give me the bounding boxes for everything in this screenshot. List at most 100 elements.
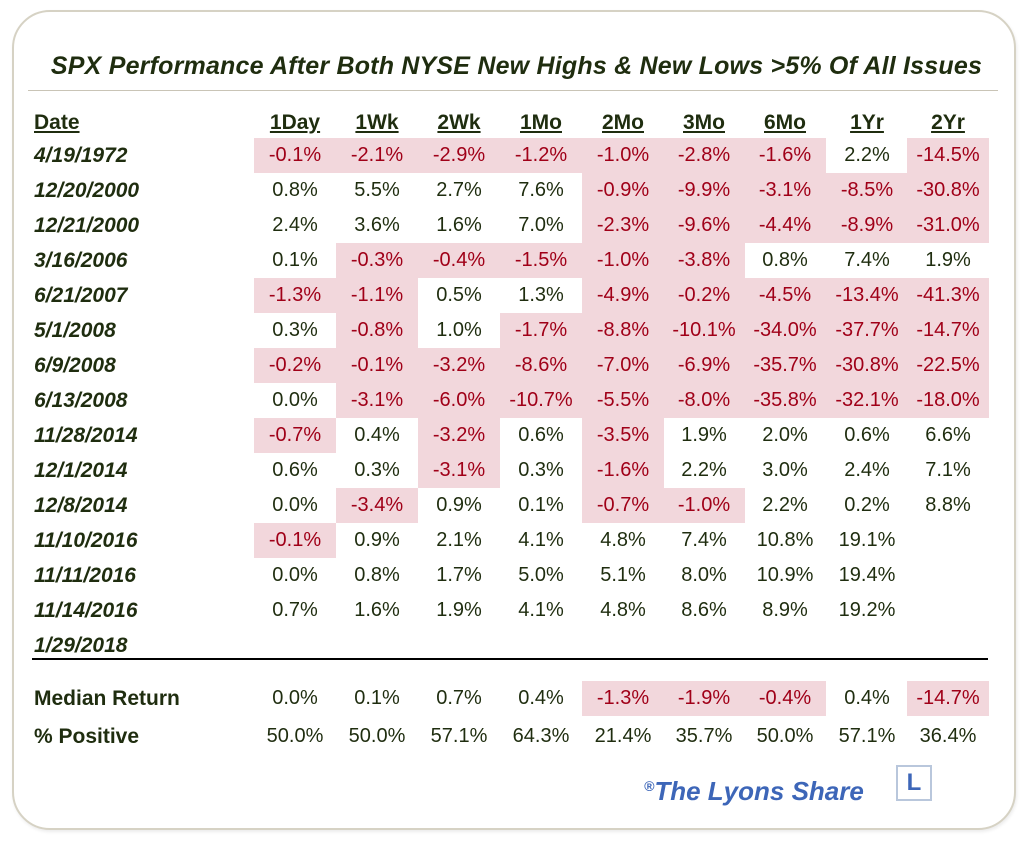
table-cell: -4.4% bbox=[744, 208, 826, 243]
table-cell: -3.8% bbox=[663, 243, 745, 278]
summary-cell: 0.4% bbox=[844, 687, 890, 709]
table-cell: -1.6% bbox=[582, 453, 664, 488]
table-cell: 0.0% bbox=[272, 494, 318, 516]
summary-cell: 35.7% bbox=[675, 725, 733, 747]
table-cell: -3.1% bbox=[744, 173, 826, 208]
table-cell: -5.5% bbox=[582, 383, 664, 418]
table-cell: 2.2% bbox=[762, 494, 808, 516]
table-cell: 10.8% bbox=[756, 529, 814, 551]
table-cell: 7.4% bbox=[681, 529, 727, 551]
table-cell: 0.2% bbox=[844, 494, 890, 516]
table-cell: 0.0% bbox=[272, 564, 318, 586]
table-cell: -0.3% bbox=[336, 243, 418, 278]
table-cell: -0.7% bbox=[582, 488, 664, 523]
row-date-label: 4/19/1972 bbox=[34, 144, 128, 167]
table-cell: 0.8% bbox=[762, 249, 808, 271]
table-cell: 3.0% bbox=[762, 459, 808, 481]
table-cell: -8.6% bbox=[500, 348, 582, 383]
table-cell: -1.1% bbox=[336, 278, 418, 313]
table-cell: -3.2% bbox=[418, 418, 500, 453]
summary-cell: 0.4% bbox=[518, 687, 564, 709]
table-cell: 2.2% bbox=[681, 459, 727, 481]
summary-cell: 0.1% bbox=[354, 687, 400, 709]
table-cell: -1.3% bbox=[254, 278, 336, 313]
table-cell: 19.4% bbox=[838, 564, 896, 586]
table-cell: -1.7% bbox=[500, 313, 582, 348]
table-cell: 5.1% bbox=[600, 564, 646, 586]
column-header-6mo: 6Mo bbox=[764, 111, 806, 134]
table-cell: 6.6% bbox=[925, 424, 971, 446]
summary-cell: 50.0% bbox=[348, 725, 406, 747]
lyons-share-logo-icon: L bbox=[896, 765, 932, 801]
column-header-2yr: 2Yr bbox=[931, 111, 965, 134]
summary-cell: 50.0% bbox=[756, 725, 814, 747]
summary-cell: 0.7% bbox=[436, 687, 482, 709]
column-header-1mo: 1Mo bbox=[520, 111, 562, 134]
row-date-label: 12/8/2014 bbox=[34, 494, 128, 517]
table-cell: -0.2% bbox=[663, 278, 745, 313]
table-cell: 8.8% bbox=[925, 494, 971, 516]
table-cell: -3.1% bbox=[336, 383, 418, 418]
summary-cell: 57.1% bbox=[430, 725, 488, 747]
table-cell: 4.8% bbox=[600, 599, 646, 621]
table-cell: 1.3% bbox=[518, 284, 564, 306]
table-cell: 0.5% bbox=[436, 284, 482, 306]
table-cell: 7.0% bbox=[518, 214, 564, 236]
table-cell: -1.6% bbox=[744, 138, 826, 173]
table-cell: 0.8% bbox=[354, 564, 400, 586]
row-date-label: 3/16/2006 bbox=[34, 249, 128, 272]
table-cell: -3.2% bbox=[418, 348, 500, 383]
table-cell: -1.2% bbox=[500, 138, 582, 173]
table-cell: 1.9% bbox=[436, 599, 482, 621]
table-cell: -2.1% bbox=[336, 138, 418, 173]
median-return-label: Median Return bbox=[34, 687, 180, 710]
table-cell: 7.1% bbox=[925, 459, 971, 481]
table-cell: -0.1% bbox=[254, 138, 336, 173]
table-cell: -0.9% bbox=[582, 173, 664, 208]
table-cell: -4.9% bbox=[582, 278, 664, 313]
table-cell: 2.0% bbox=[762, 424, 808, 446]
table-cell: 0.6% bbox=[272, 459, 318, 481]
row-date-label: 11/28/2014 bbox=[34, 424, 138, 447]
table-cell: 2.4% bbox=[844, 459, 890, 481]
table-cell: -13.4% bbox=[826, 278, 908, 313]
table-cell: -8.9% bbox=[826, 208, 908, 243]
table-cell: -4.5% bbox=[744, 278, 826, 313]
table-cell: -6.0% bbox=[418, 383, 500, 418]
summary-cell: 50.0% bbox=[266, 725, 324, 747]
table-cell: 19.1% bbox=[838, 529, 896, 551]
row-date-label: 1/29/2018 bbox=[34, 634, 128, 657]
table-cell: 7.6% bbox=[518, 179, 564, 201]
row-date-label: 5/1/2008 bbox=[34, 319, 116, 342]
table-cell: 0.0% bbox=[272, 389, 318, 411]
table-cell: 10.9% bbox=[756, 564, 814, 586]
table-cell: -14.7% bbox=[907, 313, 989, 348]
table-cell: 8.9% bbox=[762, 599, 808, 621]
summary-cell: -0.4% bbox=[744, 681, 826, 716]
table-cell: 0.3% bbox=[518, 459, 564, 481]
table-cell: -0.2% bbox=[254, 348, 336, 383]
table-cell: -31.0% bbox=[907, 208, 989, 243]
table-cell: -35.8% bbox=[744, 383, 826, 418]
summary-cell: 0.0% bbox=[272, 687, 318, 709]
table-cell: -0.1% bbox=[254, 523, 336, 558]
column-header-1yr: 1Yr bbox=[850, 111, 884, 134]
column-header-2mo: 2Mo bbox=[602, 111, 644, 134]
table-cell: -9.6% bbox=[663, 208, 745, 243]
summary-cell: -1.3% bbox=[582, 681, 664, 716]
table-cell: 0.6% bbox=[844, 424, 890, 446]
table-cell: -1.0% bbox=[582, 243, 664, 278]
table-cell: 0.1% bbox=[518, 494, 564, 516]
table-cell: -30.8% bbox=[826, 348, 908, 383]
summary-cell: 64.3% bbox=[512, 725, 570, 747]
table-cell: -30.8% bbox=[907, 173, 989, 208]
table-cell: -2.3% bbox=[582, 208, 664, 243]
table-cell: -8.5% bbox=[826, 173, 908, 208]
row-date-label: 11/14/2016 bbox=[34, 599, 138, 622]
table-cell: -7.0% bbox=[582, 348, 664, 383]
brand-name: ®The Lyons Share bbox=[644, 776, 864, 806]
table-cell: 1.9% bbox=[925, 249, 971, 271]
table-cell: 5.5% bbox=[354, 179, 400, 201]
column-header-2wk: 2Wk bbox=[437, 111, 481, 134]
summary-cell: 21.4% bbox=[594, 725, 652, 747]
